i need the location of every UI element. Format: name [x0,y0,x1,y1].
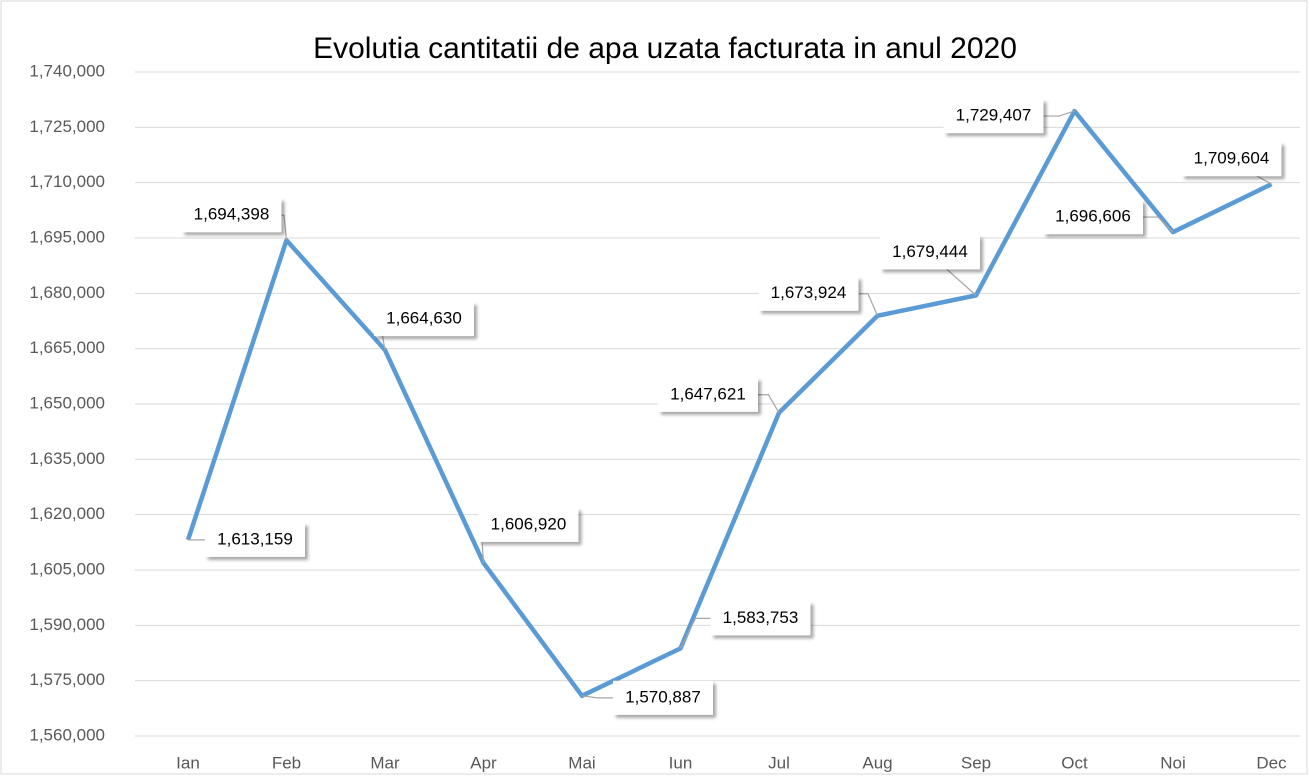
label-box [205,522,305,557]
y-tick-label: 1,695,000 [29,227,105,246]
data-label: 1,647,621 [670,384,746,403]
data-label: 1,613,159 [217,529,293,548]
data-label: 1,679,444 [892,242,968,261]
y-tick-label: 1,605,000 [29,559,105,578]
y-tick-label: 1,740,000 [29,61,105,80]
x-tick-label: Ian [176,753,200,772]
chart-title: Evolutia cantitatii de apa uzata factura… [313,32,1017,65]
label-box [1043,200,1143,235]
leader-line [758,394,780,414]
line [185,108,1273,699]
label-box [613,680,713,715]
label-box [880,235,980,270]
x-tick-label: Aug [862,753,892,772]
y-tick-label: 1,635,000 [29,449,105,468]
label-box [943,99,1044,134]
y-tick-label: 1,590,000 [29,615,105,634]
data-label: 1,606,920 [491,514,567,533]
label-box [758,276,859,311]
data-label: 1,673,924 [771,283,847,302]
leader-line [1043,110,1075,117]
leader-line [581,695,613,699]
y-tick-label: 1,620,000 [29,504,105,523]
data-label: 1,583,753 [723,608,799,627]
y-tick-label: 1,680,000 [29,283,105,302]
y-tick-label: 1,725,000 [29,117,105,136]
x-tick-label: Noi [1160,753,1186,772]
data-label: 1,729,407 [956,106,1032,125]
leader-line [1143,216,1174,233]
x-tick-label: Oct [1061,753,1088,772]
data-label: 1,709,604 [1194,149,1270,168]
label-box [478,507,579,542]
label-box [1181,142,1282,177]
data-label: 1,694,398 [194,205,270,224]
y-tick-label: 1,650,000 [29,393,105,412]
x-tick-label: Sep [961,753,991,772]
data-label: 1,664,630 [386,309,462,328]
leader-line [679,617,711,649]
y-tick-label: 1,560,000 [29,725,105,744]
data-label: 1,570,887 [625,687,701,706]
label-box [181,198,282,233]
leader-line [858,293,879,316]
x-tick-label: Iun [669,753,693,772]
y-tick-label: 1,710,000 [29,172,105,191]
label-box [710,601,811,636]
x-tick-label: Mai [568,753,595,772]
y-tick-label: 1,665,000 [29,338,105,357]
leader-line [281,214,288,241]
label-box [658,377,758,412]
x-tick-label: Dec [1256,753,1287,772]
x-tick-label: Jul [768,753,790,772]
y-tick-label: 1,575,000 [29,670,105,689]
x-tick-label: Apr [470,753,497,772]
data-label: 1,696,606 [1055,207,1131,226]
x-tick-label: Mar [370,753,400,772]
label-box [374,302,474,337]
x-tick-label: Feb [272,753,301,772]
